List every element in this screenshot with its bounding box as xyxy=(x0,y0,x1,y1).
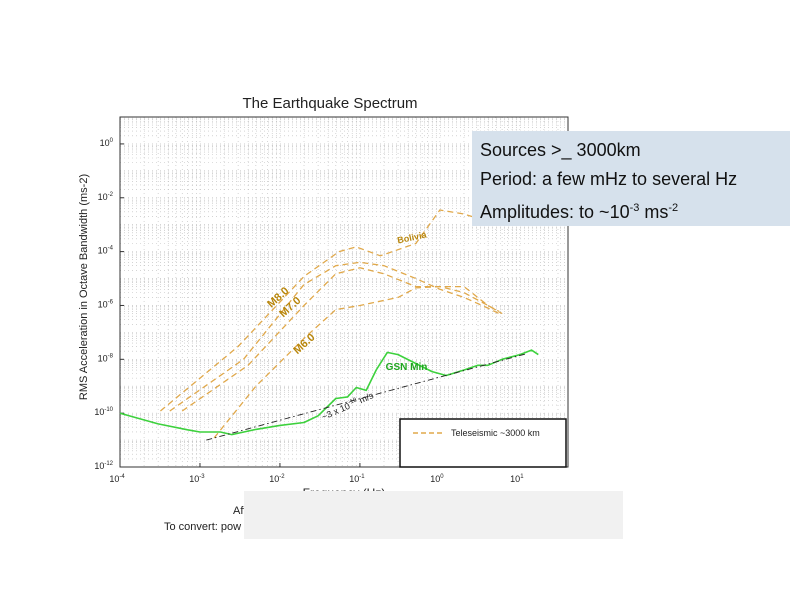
x-tick-exponent: -3 xyxy=(199,474,205,480)
y-tick-label: 10-6 xyxy=(98,299,114,309)
x-tick-label: 10-2 xyxy=(269,474,285,484)
x-tick-label: 10-1 xyxy=(349,474,365,484)
y-tick-label: 10-12 xyxy=(94,461,113,471)
x-tick-label: 100 xyxy=(430,474,444,484)
chart-title: The Earthquake Spectrum xyxy=(242,95,417,112)
legend: Teleseismic ~3000 km xyxy=(399,418,567,468)
info-callout: Sources >_ 3000km Period: a few mHz to s… xyxy=(472,131,790,226)
callout-amp-prefix: Amplitudes: to ~10 xyxy=(480,202,630,222)
series-line-teleseismic xyxy=(181,267,503,412)
series-line-teleseismic xyxy=(169,261,500,412)
y-tick-label: 100 xyxy=(100,138,114,148)
y-tick-label: 10-8 xyxy=(98,353,114,363)
annotation-exponent: -10 xyxy=(347,397,358,406)
y-axis-label: RMS Acceleration in Octave Bandwidth (ms… xyxy=(78,174,90,400)
y-tick-exponent: -8 xyxy=(108,353,114,359)
y-tick-label: 10-2 xyxy=(98,192,114,202)
caption-overlay xyxy=(244,491,623,539)
caption-line-1: Aft xyxy=(233,505,247,517)
callout-line-sources: Sources >_ 3000km xyxy=(480,140,641,160)
callout-amp-exp2: -2 xyxy=(668,202,679,214)
series-line-teleseismic xyxy=(213,285,500,439)
series-line-reference xyxy=(206,353,527,441)
caption-line-2: To convert: pow xyxy=(164,521,242,533)
y-tick-exponent: -4 xyxy=(108,246,114,252)
y-tick-label: 10-4 xyxy=(98,246,114,256)
axis-ticks: 10-4 10-3 10-2 10-1 100 10110010-210-410-610-… xyxy=(94,138,524,484)
callout-line-period: Period: a few mHz to several Hz xyxy=(480,169,738,189)
x-tick-label: 10-4 xyxy=(109,474,125,484)
y-tick-exponent: 0 xyxy=(110,138,114,144)
callout-amp-mid: ms xyxy=(639,202,669,222)
grid xyxy=(119,116,569,468)
plot-frame xyxy=(119,116,569,468)
y-tick-label: 10-10 xyxy=(94,407,113,417)
legend-entry-teleseismic: Teleseismic ~3000 km xyxy=(451,428,540,438)
x-tick-label: 101 xyxy=(510,474,524,484)
x-tick-label: 10-3 xyxy=(189,474,205,484)
x-tick-exponent: -1 xyxy=(359,474,365,480)
series-line-teleseismic xyxy=(159,209,496,412)
annotation-teleseismic: M6.0 xyxy=(291,332,317,357)
series xyxy=(119,209,539,441)
annotation-gsn: GSN Min xyxy=(386,362,428,373)
x-tick-exponent: 1 xyxy=(520,474,524,480)
callout-amp-exp1: -3 xyxy=(629,202,640,214)
y-tick-exponent: -12 xyxy=(104,461,113,467)
x-tick-exponent: 0 xyxy=(440,474,444,480)
x-tick-exponent: -2 xyxy=(279,474,285,480)
y-tick-exponent: -10 xyxy=(104,407,113,413)
callout-line-amplitudes: Amplitudes: to ~10-3 ms-2 xyxy=(480,194,782,227)
y-tick-exponent: -2 xyxy=(108,192,114,198)
legend-box xyxy=(399,418,567,468)
annotation-teleseismic: Bolivia xyxy=(396,229,428,245)
annotation-unit: m/s xyxy=(355,390,375,406)
x-tick-exponent: -4 xyxy=(119,474,125,480)
y-tick-exponent: -6 xyxy=(108,299,114,305)
